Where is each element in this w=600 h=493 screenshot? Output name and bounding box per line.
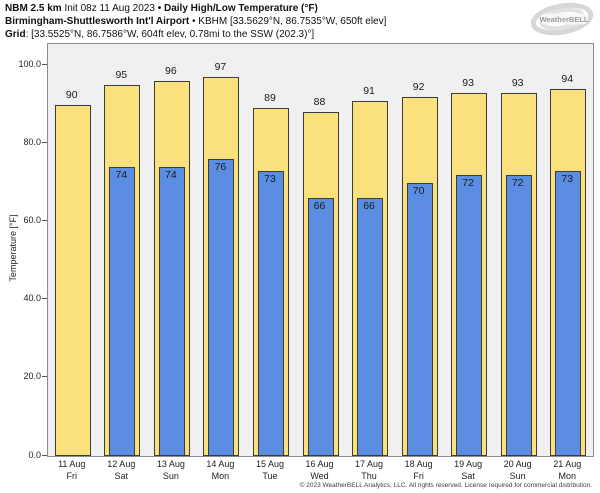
- x-tick-day-label: Sat: [114, 471, 129, 481]
- low-bar: [257, 170, 284, 456]
- high-value-label: 92: [412, 80, 425, 93]
- x-tick-day-label: Mon: [211, 471, 230, 481]
- weatherbell-logo: WeatherBELL: [529, 2, 595, 41]
- high-value-label: 93: [462, 76, 474, 89]
- high-value-label: 94: [561, 72, 574, 85]
- header-line-2: Birmingham-Shuttlesworth Int'l Airport •…: [5, 15, 386, 28]
- x-tick-day-label: Tue: [262, 471, 278, 481]
- station-coords: • KBHM [33.5629°N, 86.7535°W, 650ft elev…: [189, 16, 387, 27]
- low-value-label: 76: [214, 161, 227, 174]
- low-bar: [555, 170, 582, 456]
- x-tick-label: 14 Aug Mon: [188, 458, 252, 482]
- y-tick-label: 60.0: [23, 215, 41, 226]
- init-time: Init 08z 11 Aug 2023: [61, 3, 158, 14]
- plot-area: [47, 43, 594, 457]
- low-value-label: 66: [363, 200, 375, 213]
- high-value-label: 88: [313, 96, 326, 109]
- high-value-label: 97: [214, 61, 227, 74]
- low-value-label: 70: [412, 184, 425, 197]
- x-tick-label: 16 Aug Wed: [288, 458, 352, 482]
- model-name: NBM 2.5 km: [5, 3, 62, 14]
- x-tick-label: 21 Aug Mon: [535, 458, 599, 482]
- x-tick-label: 18 Aug Fri: [387, 458, 451, 482]
- low-bar: [307, 198, 334, 456]
- chart-title: • Daily High/Low Temperature (°F): [157, 3, 318, 14]
- low-bar: [505, 174, 532, 456]
- y-tick: [42, 142, 47, 144]
- low-value-label: 73: [264, 172, 276, 185]
- x-tick-day-label: Mon: [558, 471, 576, 481]
- copyright-notice: © 2023 WeatherBELL Analytics, LLC. All r…: [299, 482, 592, 489]
- high-bar: [54, 104, 91, 456]
- low-value-label: 66: [313, 200, 326, 213]
- y-tick-label: 100.0: [18, 58, 41, 69]
- low-bar: [357, 198, 384, 456]
- x-tick-day-label: Fri: [66, 471, 78, 481]
- low-value-label: 72: [511, 176, 524, 189]
- high-value-label: 96: [165, 65, 177, 78]
- low-bar: [406, 182, 433, 456]
- low-value-label: 73: [561, 172, 574, 185]
- low-bar: [208, 159, 235, 456]
- station-name: Birmingham-Shuttlesworth Int'l Airport: [5, 16, 190, 27]
- x-tick-day-label: Thu: [361, 471, 377, 481]
- x-tick-label: 19 Aug Sat: [436, 458, 500, 482]
- x-tick-day-label: Sat: [461, 471, 475, 481]
- high-value-label: 95: [115, 69, 128, 81]
- y-tick-label: 20.0: [23, 371, 41, 382]
- x-tick-label: 13 Aug Sun: [139, 458, 203, 482]
- x-tick-label: 15 Aug Tue: [238, 458, 302, 482]
- header-line-3: Grid: [33.5525°N, 86.7586°W, 604ft elev,…: [5, 28, 386, 41]
- y-tick-label: 0.0: [28, 449, 41, 460]
- y-tick: [42, 298, 47, 300]
- chart-header: NBM 2.5 km Init 08z 11 Aug 2023 • Daily …: [5, 2, 386, 41]
- low-value-label: 74: [165, 169, 177, 181]
- low-bar: [109, 167, 136, 456]
- low-bar: [158, 167, 185, 456]
- high-value-label: 91: [363, 84, 375, 97]
- low-value-label: 74: [115, 169, 128, 181]
- x-tick-day-label: Fri: [413, 471, 424, 481]
- x-tick-label: 11 Aug Fri: [40, 458, 104, 482]
- grid-label: Grid: [5, 29, 26, 40]
- x-tick-day-label: Sun: [162, 471, 179, 481]
- x-tick-day-label: Wed: [310, 471, 329, 481]
- y-tick-label: 40.0: [23, 293, 41, 304]
- x-tick-label: 12 Aug Sat: [89, 458, 153, 482]
- x-tick-label: 17 Aug Thu: [337, 458, 401, 482]
- y-tick: [42, 63, 47, 65]
- grid-coords: : [33.5525°N, 86.7586°W, 604ft elev, 0.7…: [25, 29, 315, 40]
- y-tick: [42, 220, 47, 222]
- header-line-1: NBM 2.5 km Init 08z 11 Aug 2023 • Daily …: [5, 2, 386, 15]
- low-bar: [456, 174, 483, 456]
- x-tick-label: 20 Aug Sun: [486, 458, 550, 482]
- high-value-label: 90: [65, 88, 78, 101]
- high-value-label: 89: [264, 92, 276, 105]
- y-tick: [42, 376, 47, 378]
- logo-brand-text: WeatherBELL: [539, 15, 588, 24]
- y-tick-label: 80.0: [23, 137, 41, 148]
- high-value-label: 93: [511, 76, 524, 89]
- low-value-label: 72: [462, 176, 474, 189]
- x-tick-day-label: Sun: [509, 471, 526, 481]
- y-tick: [42, 454, 47, 456]
- swirl-logo-icon: WeatherBELL: [530, 2, 594, 36]
